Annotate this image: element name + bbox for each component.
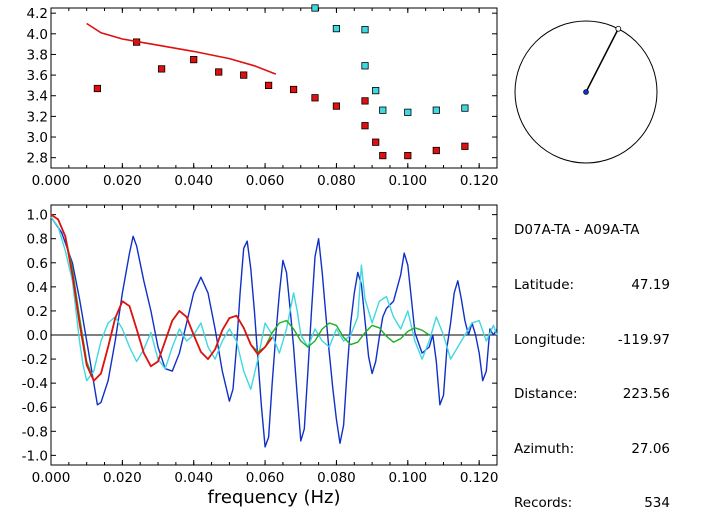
velocity-marker [461,142,469,150]
velocity-marker [332,102,341,110]
bottom-y-tick-label: 0.8 [27,232,48,248]
azimuth-compass [514,20,658,164]
velocity-marker [215,68,223,76]
velocity-marker [404,108,412,116]
top-y-tick-label: 3.6 [27,68,48,84]
velocity-curve [86,22,277,75]
info-row-distance: Distance: 223.56 [514,385,670,403]
top-x-tick-label: 0.020 [103,173,142,189]
info-row-longitude: Longitude: -119.97 [514,331,670,349]
velocity-marker [361,62,369,70]
top-y-tick-label: 4.2 [27,6,48,22]
velocity-marker [93,84,101,93]
top-x-tick-label: 0.060 [246,173,285,189]
compass-circle [514,20,658,164]
coherency-panel: 0.000 0.020 0.040 0.060 0.080 0.100 0.120 1.0 0.… [22,204,499,508]
bottom-x-tick-label: 0.100 [388,470,427,486]
velocity-marker [379,151,387,160]
top-x-tick-label: 0.000 [32,173,71,189]
top-y-tick-label: 3.8 [27,47,48,63]
bottom-y-tick-label: 0.4 [27,280,48,296]
info-label: Azimuth: [514,440,575,457]
info-row-records: Records: 534 [514,494,670,512]
bottom-x-tick-label: 0.000 [32,470,71,486]
top-y-tick-label: 2.8 [27,151,48,167]
azimuth-needle [585,28,619,93]
top-plot-frame [50,7,498,169]
coherency-series-line [50,216,498,390]
figure-canvas: 0.000 0.020 0.040 0.060 0.080 0.100 0.120 2.8 3.… [22,4,658,508]
bottom-y-tick-label: 1.0 [27,208,48,224]
top-y-tick-label: 3.2 [27,109,48,125]
velocity-marker [264,81,273,89]
velocity-marker [240,71,248,79]
velocity-marker [157,65,166,73]
top-y-tick-label: 3.0 [27,130,48,146]
velocity-marker [361,26,369,34]
top-x-tick-label: 0.040 [174,173,213,189]
bottom-x-tick-label: 0.060 [246,470,285,486]
velocity-marker [190,56,198,64]
info-value: 534 [644,495,670,512]
bottom-y-tick-label: -1.0 [22,448,48,464]
station-pair-title: D07A-TA - A09A-TA [514,222,640,239]
velocity-marker [372,138,380,146]
velocity-marker [361,122,369,130]
velocity-marker [432,146,440,155]
azimuth-end-marker [615,25,622,32]
bottom-y-tick-label: -0.6 [22,400,48,416]
coherency-series-line [50,213,273,382]
info-label: Latitude: [514,277,575,293]
phase-velocity-panel: 0.000 0.020 0.040 0.060 0.080 0.100 0.120 2.8 3.… [27,4,499,189]
bottom-x-tick-label: 0.040 [174,470,213,486]
compass-center-dot [583,89,589,95]
info-value: 47.19 [631,277,670,293]
velocity-marker [311,94,319,102]
velocity-marker [432,106,440,114]
coherency-series-line [50,216,498,448]
info-row-azimuth: Azimuth: 27.06 [514,440,670,458]
bottom-x-tick-label: 0.020 [103,470,142,486]
top-x-tick-label: 0.080 [317,173,356,189]
info-value: -119.97 [617,331,670,348]
station-info-panel: D07A-TA - A09A-TA Latitude: 47.19 Longitu… [514,185,670,531]
velocity-marker [332,24,341,33]
bottom-x-tick-label: 0.120 [460,470,499,486]
info-label: Distance: [514,386,578,403]
velocity-marker [361,97,369,105]
bottom-x-tick-label: 0.080 [317,470,356,486]
x-axis-title: frequency (Hz) [207,487,340,508]
velocity-marker [404,151,412,160]
top-x-tick-label: 0.120 [460,173,499,189]
velocity-marker [461,104,469,112]
velocity-marker [289,85,298,94]
bottom-y-tick-label: 0.0 [27,328,48,344]
info-label: Records: [514,495,573,512]
velocity-marker [311,4,319,12]
info-row-latitude: Latitude: 47.19 [514,276,670,294]
bottom-y-tick-label: -0.2 [22,352,48,368]
info-label: Longitude: [514,331,586,348]
velocity-marker [372,87,380,95]
top-x-tick-label: 0.100 [388,173,427,189]
info-value: 223.56 [622,386,670,403]
top-y-tick-label: 3.4 [27,89,48,105]
top-y-tick-label: 4.0 [27,27,48,43]
bottom-y-tick-label: 0.2 [27,304,48,320]
info-value: 27.06 [631,440,670,457]
bottom-y-tick-label: 0.6 [27,256,48,272]
bottom-y-tick-label: -0.4 [22,376,48,392]
bottom-y-tick-label: -0.8 [22,424,48,440]
velocity-marker [379,106,387,114]
